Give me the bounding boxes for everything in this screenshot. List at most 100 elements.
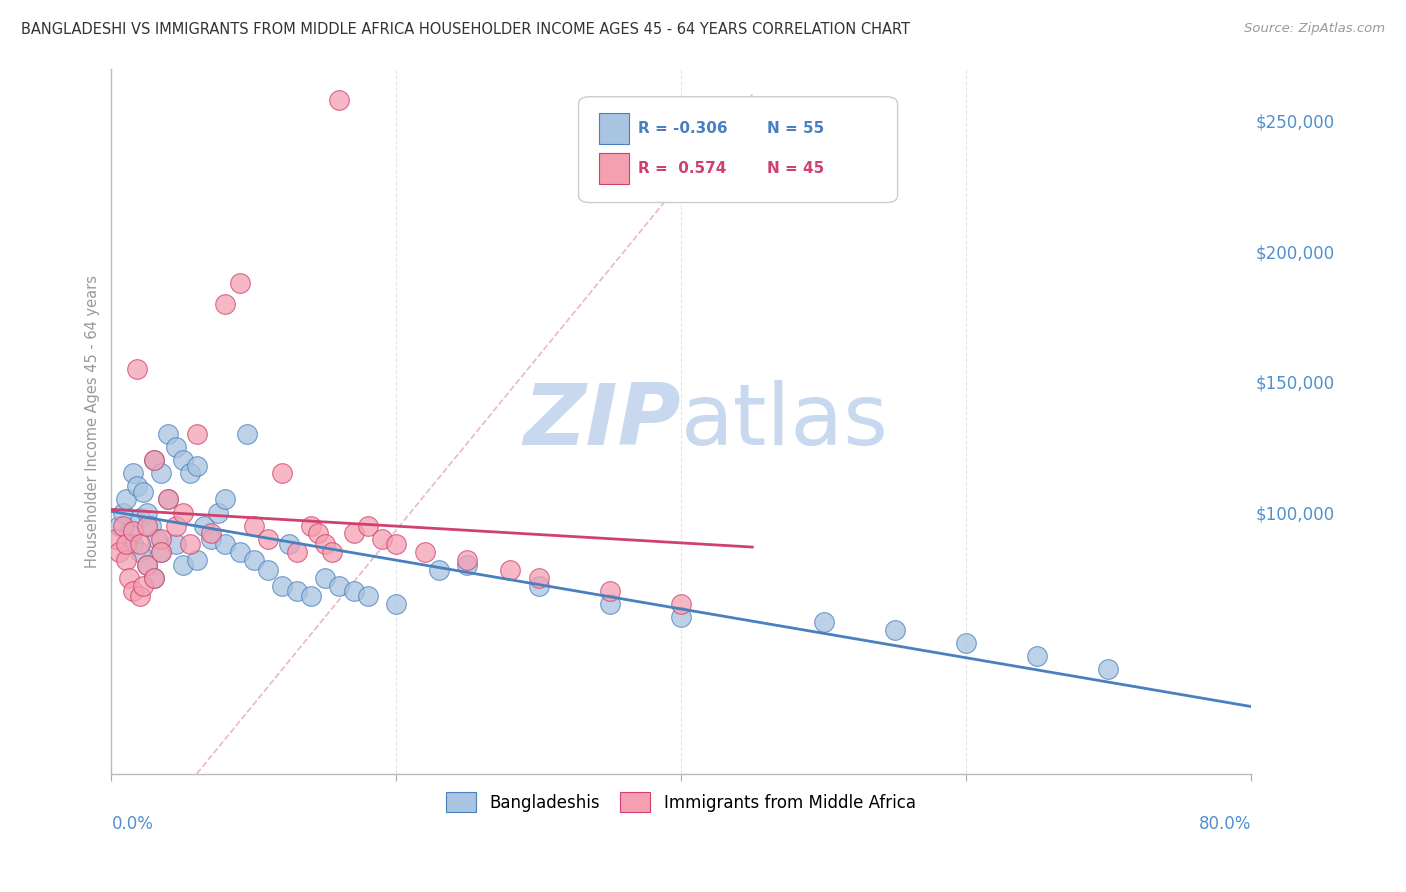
Point (228, 544, 250, 558)
Point (527, 571, 550, 585)
Point (328, 579, 350, 593)
Point (243, 518, 266, 533)
Point (143, 453, 166, 467)
Point (669, 597, 692, 611)
Point (121, 583, 143, 598)
Point (257, 532, 280, 546)
Point (186, 458, 208, 473)
FancyBboxPatch shape (578, 96, 897, 202)
Point (186, 552, 208, 566)
Point (357, 589, 380, 603)
Text: Source: ZipAtlas.com: Source: ZipAtlas.com (1244, 22, 1385, 36)
Point (104, 532, 127, 546)
Point (285, 583, 308, 598)
Point (342, 583, 364, 598)
Point (883, 623, 905, 637)
Point (157, 492, 180, 507)
Point (235, 427, 257, 442)
FancyBboxPatch shape (599, 113, 628, 144)
Point (214, 296, 236, 310)
Point (128, 537, 150, 551)
Point (114, 492, 136, 507)
Point (243, 552, 266, 566)
Point (271, 579, 294, 593)
Point (371, 532, 394, 546)
Text: 0.0%: 0.0% (111, 815, 153, 833)
Point (278, 537, 301, 551)
Point (200, 532, 222, 546)
Point (427, 563, 450, 577)
Point (157, 492, 180, 507)
Point (413, 544, 436, 558)
Point (111, 506, 134, 520)
Point (214, 492, 236, 507)
Point (307, 526, 329, 541)
Point (114, 537, 136, 551)
Point (165, 440, 187, 454)
Point (114, 552, 136, 566)
Point (193, 518, 215, 533)
Point (186, 427, 208, 442)
Point (499, 563, 522, 577)
Point (357, 518, 380, 533)
Point (128, 589, 150, 603)
Point (314, 571, 336, 585)
Point (172, 453, 194, 467)
Point (150, 532, 173, 546)
Point (321, 544, 343, 558)
Point (1026, 649, 1049, 664)
Point (385, 597, 408, 611)
Point (599, 597, 621, 611)
Point (165, 537, 187, 551)
Point (207, 506, 229, 520)
Point (172, 506, 194, 520)
Point (121, 467, 143, 481)
Point (669, 610, 692, 624)
Point (228, 276, 250, 290)
Point (143, 453, 166, 467)
Point (200, 526, 222, 541)
Point (136, 506, 159, 520)
Text: 80.0%: 80.0% (1198, 815, 1251, 833)
Point (172, 558, 194, 572)
Point (146, 532, 169, 546)
Point (285, 544, 308, 558)
Point (813, 615, 835, 630)
Point (111, 518, 134, 533)
Point (299, 518, 322, 533)
Point (143, 571, 166, 585)
Point (314, 537, 336, 551)
Point (107, 544, 129, 558)
Point (165, 518, 187, 533)
Point (157, 427, 180, 442)
Text: R =  0.574: R = 0.574 (638, 161, 725, 176)
Point (107, 518, 129, 533)
Point (179, 537, 201, 551)
Point (136, 558, 159, 572)
Point (141, 518, 163, 533)
Point (599, 583, 621, 598)
Point (1097, 662, 1119, 676)
Point (527, 579, 550, 593)
Text: atlas: atlas (681, 380, 889, 463)
Text: N = 55: N = 55 (766, 121, 824, 136)
Point (121, 537, 143, 551)
Point (128, 544, 150, 558)
FancyBboxPatch shape (599, 153, 628, 184)
Point (257, 563, 280, 577)
Text: BANGLADESHI VS IMMIGRANTS FROM MIDDLE AFRICA HOUSEHOLDER INCOME AGES 45 - 64 YEA: BANGLADESHI VS IMMIGRANTS FROM MIDDLE AF… (21, 22, 910, 37)
Point (136, 518, 159, 533)
Point (125, 479, 148, 493)
Point (299, 589, 322, 603)
Point (132, 484, 155, 499)
Point (121, 524, 143, 538)
Text: N = 45: N = 45 (766, 161, 824, 176)
Y-axis label: Householder Income Ages 45 - 64 years: Householder Income Ages 45 - 64 years (86, 275, 100, 567)
Point (125, 362, 148, 376)
Point (179, 467, 201, 481)
Point (328, 93, 350, 107)
Point (117, 571, 139, 585)
Point (132, 579, 155, 593)
Point (150, 544, 173, 558)
Point (117, 526, 139, 541)
